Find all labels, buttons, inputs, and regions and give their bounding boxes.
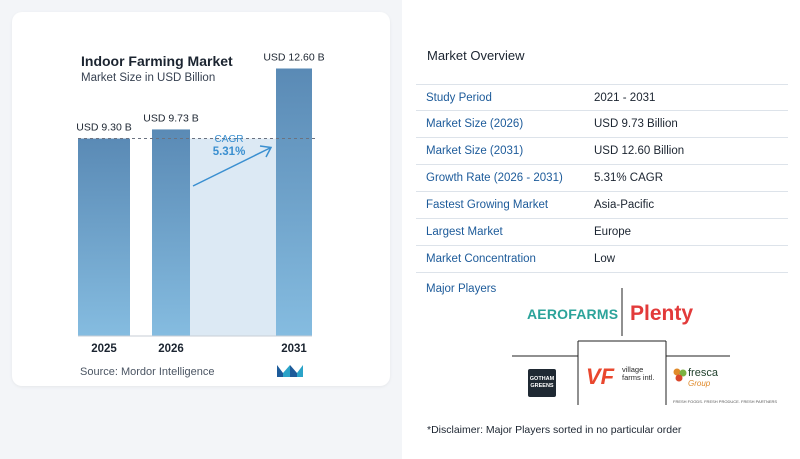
plenty-logo: Plenty [630,302,694,325]
fresca-group-subtext: Group [688,379,711,388]
overview-row: Growth Rate (2026 - 2031) 5.31% CAGR [416,165,788,192]
overview-row-label: Market Size (2031) [426,145,524,157]
mordor-intelligence-logo [277,365,303,377]
overview-row-value: 2021 - 2031 [594,91,656,104]
overview-row: Market Size (2026) USD 9.73 Billion [416,111,788,138]
overview-row-label: Market Size (2026) [426,118,524,130]
cagr-label: CAGR [215,134,244,145]
overview-panel [402,0,800,459]
cagr-arrowhead [259,145,273,158]
category-label: 2025 [91,343,117,355]
overview-row-label: Fastest Growing Market [426,199,549,211]
aerofarms-logo: AEROFARMS [527,306,619,322]
overview-row-value: Low [594,253,616,265]
overview-row-label: Study Period [426,91,492,104]
cagr-value: 5.31% [213,146,246,158]
overview-row-label: Market Concentration [426,253,536,265]
overview-row: Study Period 2021 - 2031 [416,84,788,111]
bar-value-label: USD 9.30 B [76,122,131,134]
overview-row: Fastest Growing Market Asia-Pacific [416,192,788,219]
overview-title: Market Overview [427,48,525,63]
category-label: 2026 [158,343,184,355]
chart-subtitle: Market Size in USD Billion [81,72,216,84]
fresca-group-tagline: FRESH FOODS. FRESH PRODUCE. FRESH PARTNE… [673,399,778,404]
overview-row-value: USD 9.73 Billion [594,118,678,130]
market-size-chart: USD 9.30 B 2025 USD 9.73 B 2026 USD 12.60 B 2… [76,51,324,355]
overview-row: Market Size (2031) USD 12.60 Billion [416,138,788,165]
overview-row-label: Largest Market [426,226,503,238]
bar-value-label: USD 9.73 B [143,112,198,124]
village-farms-mark: VF [586,364,615,389]
gotham-greens-logo: GOTHAM GREENS [528,369,556,397]
overview-table: Study Period 2021 - 2031 Market Size (2026… [416,84,788,273]
chart-title: Indoor Farming Market [81,53,233,69]
source-text: Source: Mordor Intelligence [80,366,215,378]
bar-2026 [152,129,190,336]
bar-2031 [276,68,312,336]
overview-row-value: USD 12.60 Billion [594,145,685,157]
overview-row-label: Growth Rate (2026 - 2031) [426,172,563,184]
fresca-group-logo: fresca [688,367,718,379]
overview-row: Market Concentration Low [416,246,788,273]
cagr-arrow [192,147,271,187]
bar-value-label: USD 12.60 B [263,51,324,63]
projection-area [190,138,276,336]
disclaimer-text: *Disclaimer: Major Players sorted in no … [427,424,682,436]
bar-2025 [78,138,130,336]
overview-row-value: Asia-Pacific [594,199,655,211]
overview-row-value: 5.31% CAGR [594,172,664,184]
village-farms-text: village farms intl. [622,365,655,382]
major-players-title: Major Players [426,283,497,295]
fresca-group-icon [673,368,687,382]
overview-row-value: Europe [594,226,632,238]
category-label: 2031 [281,343,307,355]
overview-row: Largest Market Europe [416,219,788,246]
